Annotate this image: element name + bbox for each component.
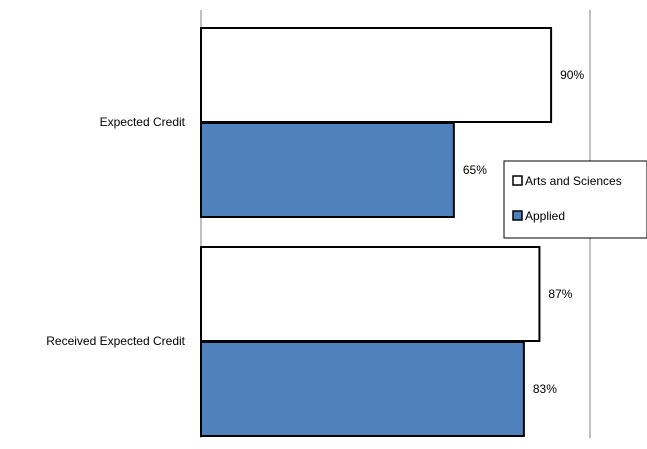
- data-label-applied-expected-credit: 65%: [463, 163, 487, 177]
- legend-box: [503, 160, 647, 239]
- category-labels: Expected Credit Received Expected Credit: [46, 115, 185, 348]
- category-label-expected-credit: Expected Credit: [100, 115, 186, 129]
- legend-swatch-arts-and-sciences: [512, 175, 523, 186]
- legend-swatch-applied: [512, 210, 523, 221]
- bar-applied-expected-credit: [200, 122, 455, 218]
- data-labels: 90% 65% 87% 83%: [463, 68, 585, 396]
- data-label-arts-and-sciences-received-expected-credit: 87%: [548, 287, 572, 301]
- category-label-received-expected-credit: Received Expected Credit: [46, 334, 185, 348]
- bar-applied-received-expected-credit: [200, 341, 525, 437]
- bar-arts-and-sciences-expected-credit: [200, 27, 553, 123]
- data-label-arts-and-sciences-expected-credit: 90%: [560, 68, 584, 82]
- legend-label-arts-and-sciences: Arts and Sciences: [525, 174, 622, 188]
- data-label-applied-received-expected-credit: 83%: [533, 382, 557, 396]
- bar-arts-and-sciences-received-expected-credit: [200, 246, 541, 342]
- legend-label-applied: Applied: [525, 209, 565, 223]
- legend: Arts and Sciences Applied: [503, 160, 647, 239]
- bars-group: [200, 27, 553, 437]
